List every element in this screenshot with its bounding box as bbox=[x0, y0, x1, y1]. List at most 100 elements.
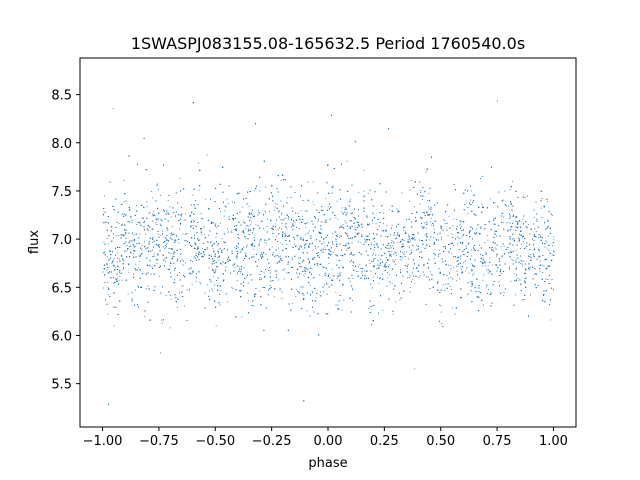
data-point bbox=[278, 247, 279, 249]
data-point bbox=[319, 232, 321, 233]
data-point bbox=[501, 273, 503, 275]
data-point bbox=[303, 275, 305, 277]
data-point bbox=[503, 228, 505, 230]
data-point bbox=[484, 241, 486, 243]
data-point bbox=[148, 288, 150, 290]
data-point bbox=[153, 211, 155, 213]
data-point bbox=[156, 219, 158, 221]
data-point bbox=[323, 239, 324, 240]
data-point bbox=[276, 203, 278, 205]
data-point bbox=[463, 262, 464, 264]
data-point bbox=[388, 209, 390, 211]
data-point bbox=[181, 285, 183, 287]
data-point bbox=[335, 291, 337, 293]
data-point bbox=[191, 272, 193, 274]
data-point bbox=[275, 235, 277, 237]
data-point bbox=[481, 299, 482, 301]
data-point bbox=[487, 272, 489, 274]
data-point bbox=[234, 263, 236, 265]
data-point bbox=[439, 304, 441, 306]
data-point bbox=[160, 194, 161, 196]
data-point bbox=[547, 235, 549, 237]
data-point bbox=[165, 295, 167, 296]
data-point bbox=[283, 278, 285, 280]
data-point bbox=[473, 272, 475, 274]
data-point bbox=[352, 254, 354, 256]
data-point bbox=[397, 232, 399, 234]
data-point bbox=[116, 257, 118, 259]
data-point bbox=[426, 276, 427, 278]
data-point bbox=[420, 190, 422, 191]
data-point bbox=[460, 266, 462, 268]
data-point bbox=[444, 223, 446, 225]
data-point bbox=[291, 267, 292, 268]
data-point bbox=[441, 239, 442, 241]
data-point bbox=[386, 261, 388, 263]
data-point bbox=[409, 189, 411, 191]
data-point bbox=[226, 228, 228, 230]
data-point bbox=[122, 223, 123, 225]
data-point bbox=[245, 276, 247, 278]
data-point bbox=[205, 198, 207, 200]
data-point bbox=[459, 278, 460, 280]
data-point bbox=[278, 256, 280, 258]
data-point bbox=[325, 197, 326, 199]
data-point bbox=[372, 254, 373, 256]
data-point bbox=[337, 275, 338, 277]
data-point bbox=[324, 272, 326, 274]
data-point bbox=[127, 293, 129, 295]
data-point bbox=[112, 108, 114, 109]
data-point bbox=[409, 200, 411, 202]
data-point bbox=[416, 211, 418, 213]
data-point bbox=[136, 224, 138, 225]
data-point bbox=[522, 218, 524, 220]
data-point bbox=[409, 240, 411, 242]
data-point bbox=[248, 300, 249, 302]
data-point bbox=[544, 240, 546, 242]
data-point bbox=[265, 212, 266, 214]
data-point bbox=[274, 256, 275, 258]
data-point bbox=[396, 255, 398, 256]
data-point bbox=[386, 244, 388, 246]
data-point bbox=[211, 244, 213, 246]
data-point bbox=[299, 246, 301, 248]
data-point bbox=[524, 278, 526, 280]
data-point bbox=[106, 264, 108, 266]
data-point bbox=[428, 266, 429, 268]
data-point bbox=[389, 264, 390, 266]
data-point bbox=[123, 201, 125, 203]
data-point bbox=[420, 218, 422, 220]
data-point bbox=[350, 198, 351, 200]
data-point bbox=[467, 213, 469, 215]
data-point bbox=[151, 266, 153, 268]
data-point bbox=[263, 228, 265, 230]
data-point bbox=[174, 279, 175, 281]
data-point bbox=[475, 228, 477, 230]
data-point bbox=[155, 222, 157, 223]
data-point bbox=[271, 246, 273, 248]
data-point bbox=[266, 243, 267, 245]
data-point bbox=[279, 256, 281, 258]
data-point bbox=[482, 257, 484, 259]
data-point bbox=[262, 256, 264, 258]
data-point bbox=[170, 262, 172, 263]
data-point bbox=[108, 294, 110, 296]
data-point bbox=[163, 246, 165, 248]
data-point bbox=[489, 257, 491, 259]
data-point bbox=[331, 268, 333, 270]
data-point bbox=[152, 256, 154, 257]
data-point bbox=[376, 242, 378, 244]
data-point bbox=[312, 181, 314, 183]
data-point bbox=[369, 233, 371, 235]
data-point bbox=[104, 195, 105, 197]
data-point bbox=[173, 250, 175, 252]
data-point bbox=[265, 186, 266, 188]
data-point bbox=[140, 253, 142, 255]
data-point bbox=[298, 262, 299, 264]
data-point bbox=[138, 267, 140, 269]
data-point bbox=[225, 205, 227, 207]
data-point bbox=[514, 273, 516, 274]
data-point bbox=[202, 247, 203, 249]
data-point bbox=[315, 247, 317, 249]
data-point bbox=[108, 260, 110, 261]
